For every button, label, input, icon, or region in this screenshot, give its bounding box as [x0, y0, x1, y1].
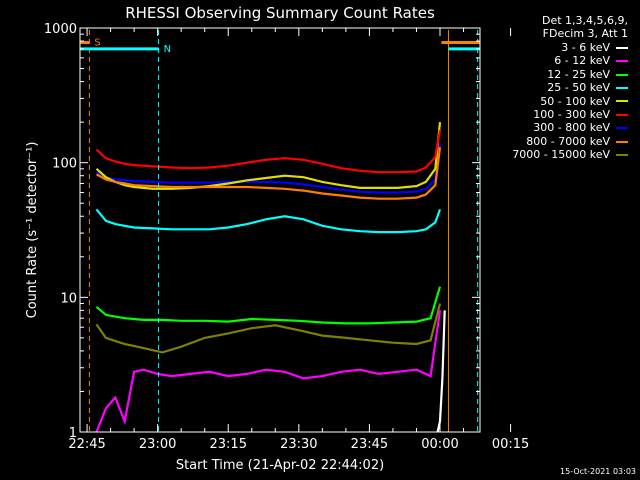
legend-header: Det 1,3,4,5,6,9, FDecim 3, Att 1 [542, 14, 628, 40]
legend-swatch [616, 60, 628, 63]
series-line [95, 303, 442, 354]
legend: 3 - 6 keV 6 - 12 keV 12 - 25 keV 25 - 50 ke… [512, 41, 628, 162]
legend-entry-label: 7000 - 15000 keV [512, 148, 610, 162]
data-layer: SN [80, 30, 480, 433]
legend-header-line: Det 1,3,4,5,6,9, [541, 14, 628, 27]
legend-swatch [616, 140, 628, 143]
legend-entry: 12 - 25 keV [512, 68, 628, 81]
x-tick-label: 00:15 [492, 437, 529, 452]
series-line [95, 129, 442, 174]
series-line [95, 208, 442, 234]
x-tick-label: 23:15 [210, 437, 247, 452]
legend-entry: 800 - 7000 keV [512, 135, 628, 148]
legend-entry-label: 300 - 800 keV [533, 121, 610, 135]
legend-entry: 6 - 12 keV [512, 54, 628, 67]
legend-entry: 50 - 100 keV [512, 95, 628, 108]
footer-timestamp: 15-Oct-2021 03:03 [560, 467, 636, 476]
legend-entry: 100 - 300 keV [512, 108, 628, 121]
legend-swatch [616, 73, 628, 76]
x-tick-label: 23:45 [351, 437, 388, 452]
legend-entry-label: 100 - 300 keV [533, 108, 610, 122]
plot-frame [79, 27, 481, 433]
series-line [95, 142, 442, 194]
legend-entry: 3 - 6 keV [512, 41, 628, 54]
legend-swatch [616, 113, 628, 116]
axis-layer: 1 10 100 1000 22:45 23:00 23:15 23:30 23:45 00:00… [44, 22, 529, 452]
x-tick-label: 22:45 [68, 437, 105, 452]
legend-entry: 25 - 50 keV [512, 81, 628, 94]
legend-swatch [616, 46, 628, 49]
y-tick-label: 1 [69, 426, 77, 441]
legend-swatch [616, 153, 628, 156]
series-line [95, 121, 442, 190]
legend-entry: 300 - 800 keV [512, 121, 628, 134]
legend-header-line: FDecim 3, Att 1 [542, 27, 628, 40]
series-line [436, 310, 446, 433]
legend-entry-label: 25 - 50 keV [547, 81, 610, 95]
series-line [95, 147, 442, 200]
legend-swatch [616, 127, 628, 130]
legend-swatch [616, 86, 628, 89]
legend-entry: 7000 - 15000 keV [512, 148, 628, 161]
annotation-label: S [94, 38, 100, 49]
legend-entry-label: 50 - 100 keV [540, 94, 610, 108]
annotation-label: N [164, 44, 171, 55]
x-tick-label: 23:00 [139, 437, 176, 452]
legend-entry-label: 3 - 6 keV [561, 41, 610, 54]
x-axis-label: Start Time (21-Apr-02 22:44:02) [176, 458, 384, 473]
x-tick-label: 23:30 [280, 437, 317, 452]
legend-entry-label: 12 - 25 keV [547, 67, 610, 81]
x-tick-label: 00:00 [421, 437, 458, 452]
y-tick-label: 100 [52, 157, 77, 172]
legend-entry-label: 800 - 7000 keV [526, 134, 610, 148]
legend-swatch [616, 100, 628, 103]
y-tick-label: 1000 [44, 22, 77, 37]
y-axis-label: Count Rate (s⁻¹ detector⁻¹) [25, 142, 40, 319]
series-line [95, 310, 442, 433]
series-line [95, 286, 442, 325]
chart-title: RHESSI Observing Summary Count Rates [125, 4, 435, 22]
legend-entry-label: 6 - 12 keV [554, 54, 610, 68]
y-tick-label: 10 [60, 291, 77, 306]
